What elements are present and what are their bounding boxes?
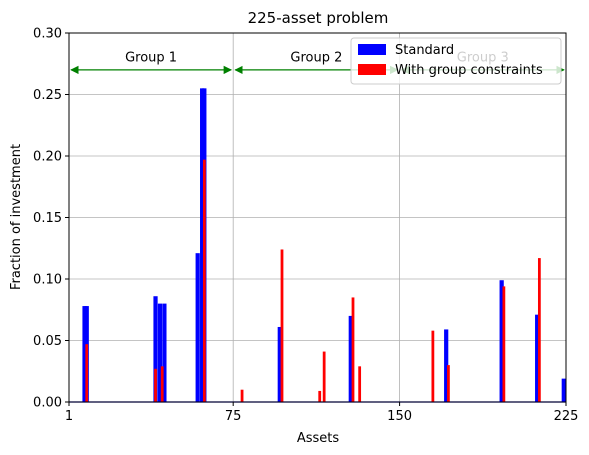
y-axis-label: Fraction of investment xyxy=(9,144,24,290)
legend-label: Standard xyxy=(395,43,454,58)
bar-group-constraints xyxy=(202,159,206,402)
bar-standard xyxy=(444,329,449,402)
y-tick-label: 0.20 xyxy=(33,150,62,165)
y-tick-label: 0.30 xyxy=(33,27,62,42)
bar-group-constraints xyxy=(351,297,355,402)
bar-group-constraints xyxy=(85,344,89,402)
legend-swatch xyxy=(358,64,386,75)
bar-group-constraints xyxy=(322,351,326,402)
y-tick-label: 0.05 xyxy=(33,334,62,349)
bar-group-constraints xyxy=(447,365,450,402)
bar-group-constraints xyxy=(280,249,284,402)
bar-standard xyxy=(535,314,540,402)
y-tick-label: 0.10 xyxy=(33,273,62,288)
chart-title: 225-asset problem xyxy=(248,9,389,27)
legend: Standard With group constraints xyxy=(350,37,562,85)
bar-standard xyxy=(162,303,167,402)
bar-standard xyxy=(157,303,163,402)
bar-group-constraints xyxy=(502,286,506,402)
bar-standard xyxy=(561,378,566,402)
x-axis-label: Assets xyxy=(297,431,340,446)
y-tick-label: 0.00 xyxy=(33,396,62,411)
x-tick-label: 150 xyxy=(387,409,412,424)
bar-standard xyxy=(82,306,87,402)
bar-standard xyxy=(499,280,504,402)
bar-group-constraints xyxy=(240,389,244,402)
legend-box xyxy=(350,37,562,85)
bar-standard xyxy=(277,326,282,402)
bar-group-constraints xyxy=(318,390,322,402)
x-tick-label: 75 xyxy=(225,409,242,424)
legend-swatch xyxy=(358,44,386,55)
bar-group-constraints xyxy=(160,366,164,402)
bar-standard xyxy=(200,88,205,402)
bar-group-constraints xyxy=(358,366,362,402)
legend-label: With group constraints xyxy=(395,63,543,78)
group-label: Group 1 xyxy=(125,51,177,66)
bar-group-constraints xyxy=(154,368,157,402)
bar-standard xyxy=(195,253,200,402)
y-tick-label: 0.25 xyxy=(33,88,62,103)
x-tick-label: 1 xyxy=(65,409,73,424)
group-label: Group 2 xyxy=(290,51,342,66)
bar-group-constraints xyxy=(431,330,435,402)
bar-standard xyxy=(348,315,353,402)
y-tick-label: 0.15 xyxy=(33,211,62,226)
bar-standard xyxy=(153,296,158,402)
bar-group-constraints xyxy=(537,258,541,402)
x-tick-label: 225 xyxy=(554,409,579,424)
